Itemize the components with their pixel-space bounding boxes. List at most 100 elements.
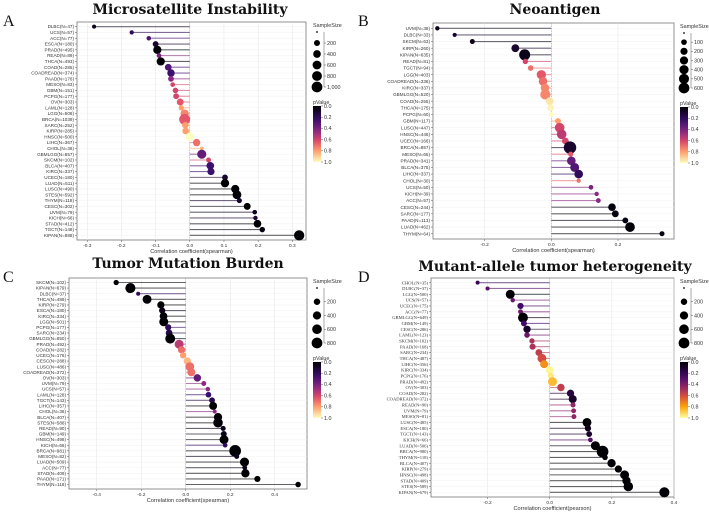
lollipop-point xyxy=(222,442,228,448)
size-legend-title: SampleSize xyxy=(313,279,342,285)
lollipop-point xyxy=(529,343,536,350)
lollipop-point xyxy=(571,414,577,420)
lollipop-point xyxy=(178,105,184,111)
y-tick-label: PAAD(N=171) xyxy=(37,476,66,481)
y-tick-label: LGG(N=508) xyxy=(48,111,75,116)
lollipop-point xyxy=(608,203,616,212)
panel-letter: D xyxy=(358,269,370,286)
color-legend-title: pValue xyxy=(313,356,329,362)
lollipop-point xyxy=(622,217,629,224)
y-tick-label: SKCM(N=102) xyxy=(36,280,66,285)
y-tick-label: DLBC(N=33) xyxy=(404,33,431,38)
y-tick-label: KIRP(N=279) xyxy=(39,303,67,308)
y-tick-label: PCPG(N=60) xyxy=(403,112,431,117)
y-tick-label: UVM(N=79) xyxy=(50,210,75,215)
colorbar-label: 0.6 xyxy=(691,138,699,144)
y-tick-label: THYM(N=118) xyxy=(37,482,67,487)
y-tick-label: THCA(N=489) xyxy=(37,297,67,302)
lollipop-point xyxy=(209,401,218,410)
size-legend-dot xyxy=(680,47,688,55)
y-tick-label: COADREAD(N=336) xyxy=(387,79,430,84)
y-tick-label: MESO(N=65) xyxy=(402,152,430,157)
y-tick-label: READ(N=90) xyxy=(39,426,66,431)
lollipop-point xyxy=(165,333,176,344)
colorbar-label: 0.4 xyxy=(324,382,332,388)
lollipop-point xyxy=(582,418,592,427)
y-tick-label: HNSC(N=498) xyxy=(400,472,429,477)
color-legend-title: pValue xyxy=(680,101,696,107)
y-tick-label: LUSC(N=486) xyxy=(37,364,66,369)
lollipop-point xyxy=(179,113,191,125)
lollipop-point xyxy=(152,41,159,47)
y-tick-label: LUSC(N=490) xyxy=(45,187,74,192)
y-tick-label: LIHC(N=356) xyxy=(401,362,428,367)
y-tick-label: THYM(N=64) xyxy=(403,231,431,236)
y-tick-label: UCS(N=50) xyxy=(406,185,430,190)
y-tick-label: COAD(N=255) xyxy=(400,99,430,104)
colorbar-label: 0.8 xyxy=(324,405,332,411)
y-tick-label: COAD(N=285) xyxy=(44,65,74,70)
y-tick-label: BRCA(N=857) xyxy=(401,145,431,150)
size-legend-label: 400 xyxy=(694,313,703,319)
x-tick-label: -0.2 xyxy=(137,492,146,498)
lollipop-point xyxy=(125,283,136,294)
colorbar-label: 0.0 xyxy=(691,360,699,366)
y-tick-label: BLCA(N=375) xyxy=(401,165,430,170)
lollipop-point xyxy=(232,190,242,200)
y-tick-label: COADREAD(N=372) xyxy=(387,397,429,402)
lollipop-point xyxy=(199,146,204,151)
y-tick-label: THCA(N=487) xyxy=(400,356,429,361)
colorbar-label: 0.6 xyxy=(691,393,699,399)
pvalue-colorbar xyxy=(313,362,321,418)
y-tick-label: STES(N=589) xyxy=(401,484,428,489)
y-tick-label: ACC(N=77) xyxy=(405,309,428,314)
lollipop-point xyxy=(547,104,555,112)
x-tick-label: -0.2 xyxy=(483,500,492,506)
lollipop-point xyxy=(252,209,258,215)
size-legend-label: 1,000 xyxy=(327,85,341,91)
y-tick-label: TGCT(N=94) xyxy=(403,66,430,71)
colorbar-label: 0.2 xyxy=(324,115,332,121)
y-tick-label: PRAD(N=495) xyxy=(45,47,75,52)
y-tick-label: HNSC(N=500) xyxy=(44,134,74,139)
lollipop-point xyxy=(253,215,258,221)
lollipop-point xyxy=(557,383,565,392)
size-legend-dot xyxy=(312,311,322,320)
size-legend-dot xyxy=(683,32,685,34)
y-tick-label: PAAD(N=168) xyxy=(400,344,428,349)
y-tick-label: BRCA(N=981) xyxy=(37,448,67,453)
y-tick-label: LUAD(N=462) xyxy=(401,225,430,230)
lollipop-point xyxy=(623,481,634,492)
y-tick-label: UCEC(N=180) xyxy=(44,175,74,180)
colorbar-label: 0.8 xyxy=(691,405,699,411)
size-legend-dot xyxy=(680,298,688,305)
y-tick-label: DLBC(N=37) xyxy=(402,286,428,291)
size-legend-dot xyxy=(312,71,322,81)
chart-title: Microsatellite Instability xyxy=(92,2,288,18)
lollipop-point xyxy=(205,386,211,392)
y-tick-label: KIRP(N=279) xyxy=(402,467,429,472)
y-tick-label: KIRC(N=334) xyxy=(38,314,66,319)
lollipop-point xyxy=(220,425,226,431)
y-tick-label: LUSC(N=485) xyxy=(400,420,428,425)
size-legend-dot xyxy=(679,311,689,320)
y-tick-label: DLBC(N=37) xyxy=(40,291,67,296)
y-tick-label: LUAD(N=509) xyxy=(37,460,66,465)
size-legend-dot xyxy=(679,56,689,65)
size-legend-label: 400 xyxy=(327,52,336,58)
lollipop-point xyxy=(566,156,576,166)
y-tick-label: HNSC(N=446) xyxy=(400,132,430,137)
panel-C: C Tumor Mutation Burden -0.4 -0.2 0.0 0.2 0.4 C… xyxy=(3,256,342,504)
y-tick-label: ACC(N=77) xyxy=(50,36,74,41)
lollipop-point xyxy=(253,219,262,228)
lollipop-point xyxy=(205,391,212,398)
lollipop-point xyxy=(170,82,176,87)
x-tick-label: 0.2 xyxy=(227,492,234,498)
lollipop-point xyxy=(176,98,184,106)
lollipop-point xyxy=(185,132,194,141)
y-tick-label: UCS(N=57) xyxy=(42,387,66,392)
size-legend-dot xyxy=(683,287,685,289)
colorbar-label: 0.4 xyxy=(324,126,332,132)
lollipop-point xyxy=(179,352,187,359)
y-tick-label: UCS(N=57) xyxy=(406,298,429,303)
